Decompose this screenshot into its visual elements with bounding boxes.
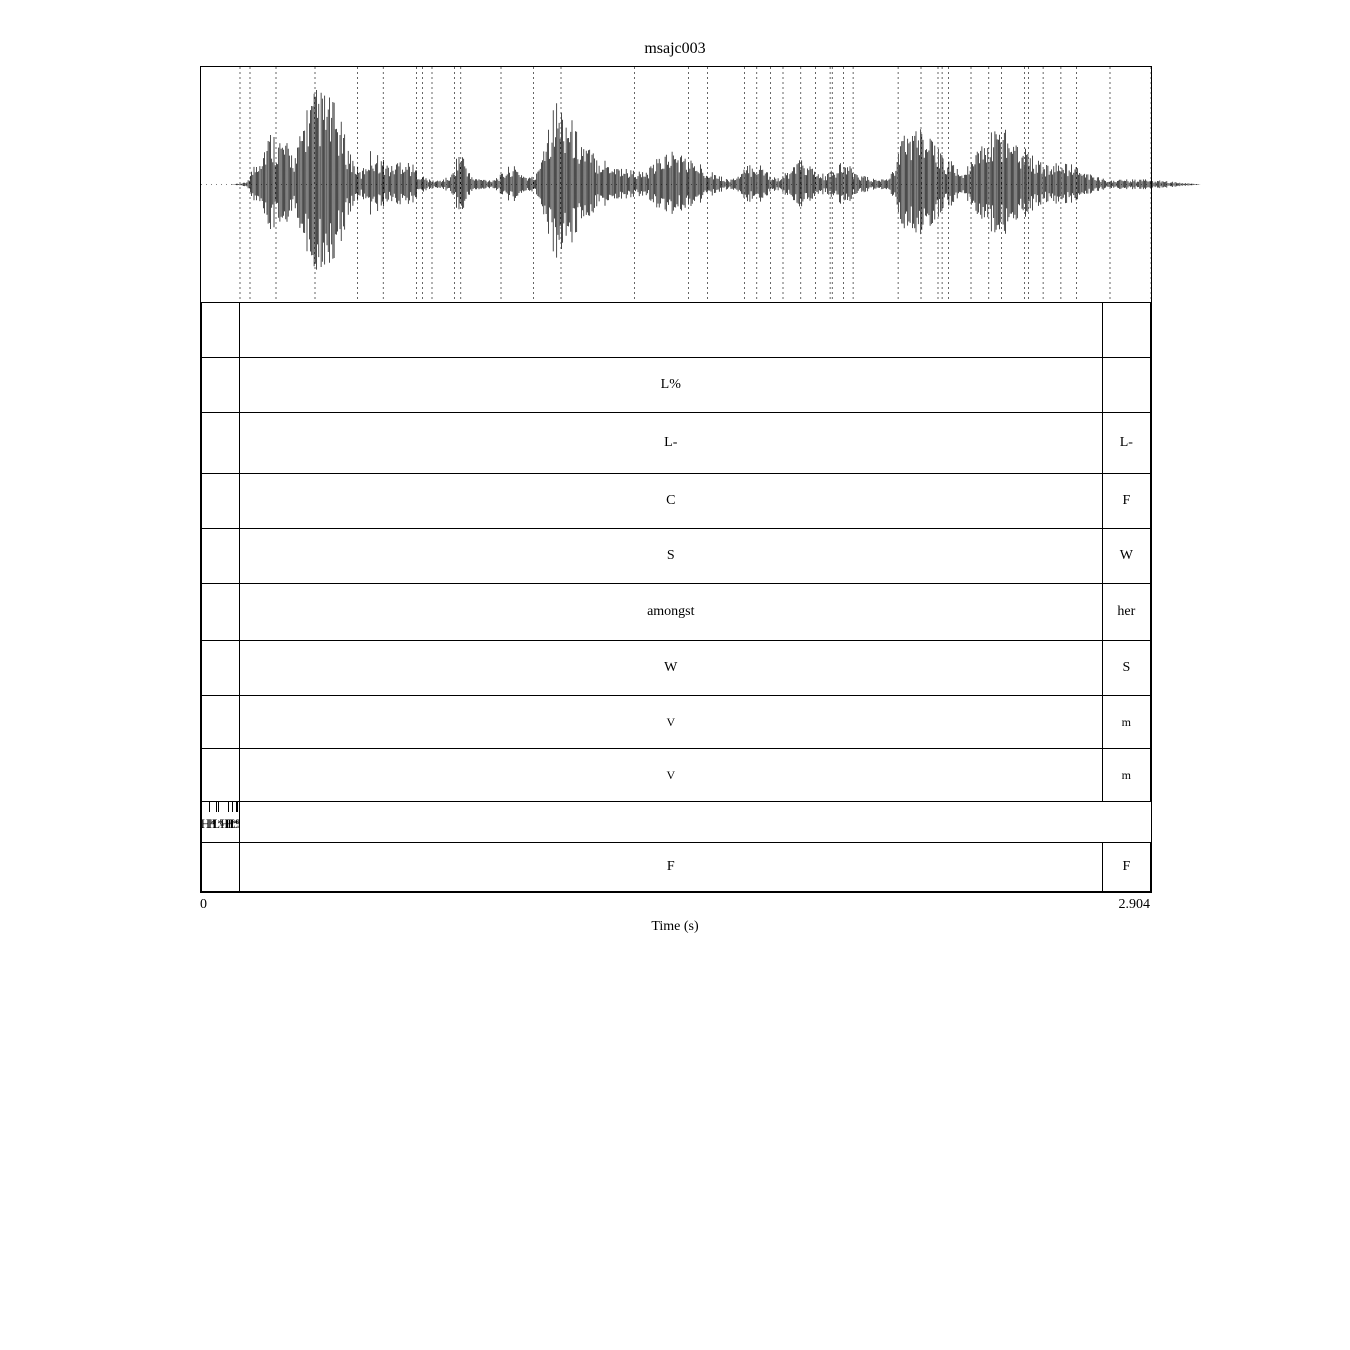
event-tick: [232, 802, 233, 812]
tier-cell: .: [1102, 303, 1150, 358]
tier-intonational: .L%.: [202, 358, 1151, 413]
tier-cell: .: [202, 303, 240, 358]
tier-cell: .: [202, 358, 240, 413]
tier-cell: L-: [1102, 413, 1150, 474]
plot-panel: ....L%..L-L-..CFCFFCC..SWSWWWS..amongsth…: [200, 66, 1152, 893]
event-tick: [209, 802, 210, 812]
event-tick: [216, 802, 217, 812]
tier-cell: m: [1102, 749, 1150, 802]
tier-cell: F: [1102, 474, 1150, 529]
event-tick: [237, 802, 238, 812]
tier-feet: .FFFFF.: [202, 843, 1151, 892]
events-cell: H*H*L-H*H*L-L%: [202, 802, 240, 843]
tier-cell: amongst: [239, 584, 1102, 641]
tier-phoneme1: .VmVNst@:frEnzSi:w@zk@nsId@dbju:d@f@l.: [202, 696, 1151, 749]
tier-cell: .: [202, 584, 240, 641]
event-tick: [228, 802, 229, 812]
waveform-svg: [201, 67, 1201, 302]
tier-cell: F: [1102, 843, 1150, 892]
tier-cell: .: [202, 749, 240, 802]
tier-cell: W: [239, 641, 1102, 696]
x-axis: 0 2.904: [200, 897, 1150, 913]
tier-cell: .: [202, 529, 240, 584]
x-label: Time (s): [200, 919, 1150, 935]
tier-cell: L-: [239, 413, 1102, 474]
tier-words: .amongstherfriendsshewasconsideredbeauti…: [202, 584, 1151, 641]
tier-stress1: .SWSWWWS.: [202, 529, 1151, 584]
event-tick: [218, 802, 219, 812]
tier-cell: V: [239, 696, 1102, 749]
tier-cell: .: [202, 474, 240, 529]
tier-cell: .: [239, 303, 1102, 358]
tier-intermediate: .L-L-.: [202, 413, 1151, 474]
tier-cell: V: [239, 749, 1102, 802]
tier-cell: her: [1102, 584, 1150, 641]
tier-phoneme2: .VmVNstH@:frEnzSi:w@zkH@nsId@dbju:dH@f@l…: [202, 749, 1151, 802]
tier-cell: C: [239, 474, 1102, 529]
tier-cell: .: [1102, 358, 1150, 413]
figure: msajc003 ....L%..L-L-..CFCFFCC..SWSWWWS.…: [200, 40, 1150, 935]
tier-cell: .: [202, 843, 240, 892]
xtick-right: 2.904: [1119, 897, 1151, 913]
tier-utt: ...: [202, 303, 1151, 358]
tier-foot-type: .CFCFFCC.: [202, 474, 1151, 529]
plot-title: msajc003: [200, 40, 1150, 58]
tier-cell: .: [202, 413, 240, 474]
tier-cell: .: [202, 696, 240, 749]
tier-cell: m: [1102, 696, 1150, 749]
event-label: L%: [227, 816, 239, 832]
tier-cell: F: [239, 843, 1102, 892]
xtick-left: 0: [200, 897, 207, 913]
tier-cell: .: [202, 641, 240, 696]
tier-cell: S: [239, 529, 1102, 584]
tier-stress2: .WSSSWWWSWSWW.: [202, 641, 1151, 696]
tier-cell: L%: [239, 358, 1102, 413]
tier-grid: ....L%..L-L-..CFCFFCC..SWSWWWS..amongsth…: [201, 302, 1151, 892]
tier-cell: S: [1102, 641, 1150, 696]
tier-tones: H*H*L-H*H*L-L%: [202, 802, 1151, 843]
tier-cell: W: [1102, 529, 1150, 584]
